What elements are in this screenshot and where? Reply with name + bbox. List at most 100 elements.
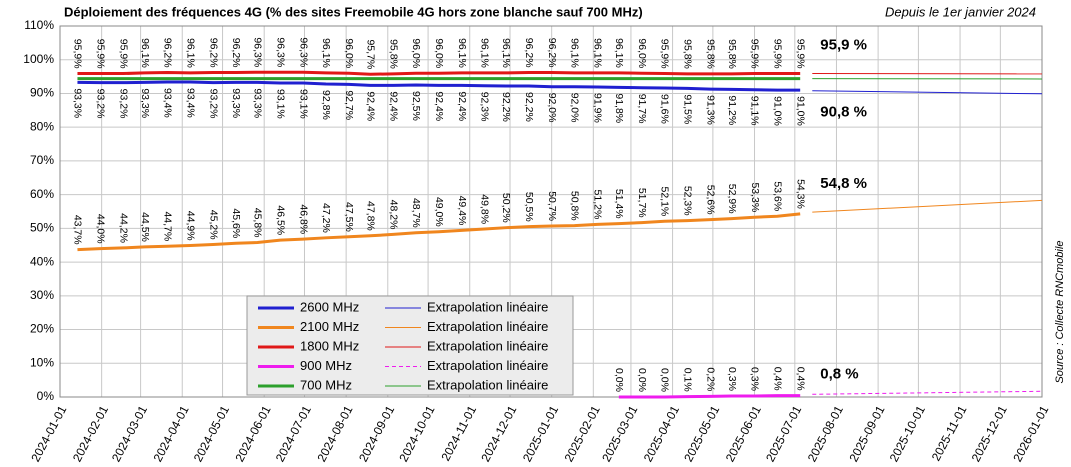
value-label: 52,9% (726, 184, 738, 214)
value-label: 96,0% (636, 38, 648, 68)
legend-label: Extrapolation linéaire (427, 358, 548, 373)
value-label: 0,4% (794, 367, 806, 391)
value-label: 92,0% (546, 93, 558, 123)
y-tick-label: 60% (30, 187, 54, 201)
value-label: 92,0% (569, 93, 581, 123)
value-label: 0,1% (682, 368, 694, 392)
y-tick-label: 100% (23, 52, 54, 66)
value-label: 91,1% (749, 96, 761, 126)
value-label: 96,1% (479, 38, 491, 68)
value-label: 93,2% (95, 89, 107, 119)
value-label: 96,2% (162, 38, 174, 68)
value-label: 50,7% (546, 191, 558, 221)
value-label: 91,9% (592, 93, 604, 123)
chart-subtitle: Depuis le 1er janvier 2024 (885, 4, 1036, 19)
value-label: 53,3% (749, 182, 761, 212)
value-label: 92,3% (479, 92, 491, 122)
value-label: 96,1% (456, 38, 468, 68)
value-label: 51,4% (613, 189, 625, 219)
value-label: 96,2% (207, 38, 219, 68)
value-label: 0,0% (659, 368, 671, 392)
value-label: 51,7% (636, 188, 648, 218)
value-label: 96,3% (297, 37, 309, 67)
value-label: 47,8% (365, 201, 377, 231)
y-tick-label: 110% (24, 18, 54, 32)
value-label: 96,1% (569, 38, 581, 68)
value-label: 45,6% (230, 208, 242, 238)
value-label: 93,1% (275, 89, 287, 119)
value-label: 54,3% (794, 179, 806, 209)
value-label: 0,0% (636, 368, 648, 392)
value-label: 49,4% (456, 196, 468, 226)
value-label: 92,4% (456, 91, 468, 121)
legend-label: Extrapolation linéaire (427, 338, 548, 353)
value-label: 47,2% (320, 203, 332, 233)
legend-label: Extrapolation linéaire (427, 299, 548, 314)
value-label: 50,5% (523, 192, 535, 222)
value-label: 91,3% (704, 95, 716, 125)
series-line (77, 70, 801, 76)
value-label: 0,4% (772, 367, 784, 391)
value-label: 49,8% (479, 194, 491, 224)
value-label: 92,5% (410, 91, 422, 121)
value-label: 50,2% (500, 193, 512, 223)
value-label: 44,2% (117, 213, 129, 243)
plot-frame (59, 25, 1043, 398)
value-label: 92,7% (343, 90, 355, 120)
value-label: 48,7% (410, 198, 422, 228)
value-label: 96,1% (613, 38, 625, 68)
value-label: 0,3% (726, 367, 738, 391)
value-label: 93,1% (297, 89, 309, 119)
extrapolation-line (812, 390, 1043, 395)
value-label: 47,5% (343, 202, 355, 232)
value-label: 96,2% (523, 38, 535, 68)
value-label: 96,1% (500, 38, 512, 68)
value-label: 92,8% (320, 90, 332, 120)
value-label: 91,2% (726, 95, 738, 125)
value-label: 96,0% (343, 38, 355, 68)
legend-label: 2100 MHz (300, 319, 359, 334)
value-label: 0,3% (749, 367, 761, 391)
y-tick-label: 50% (30, 221, 54, 235)
value-label: 92,2% (500, 92, 512, 122)
value-label: 96,1% (320, 38, 332, 68)
legend-box (246, 295, 574, 396)
value-label: 44,7% (162, 211, 174, 241)
legend-label: 700 MHz (300, 377, 352, 392)
value-label: 96,1% (185, 38, 197, 68)
legend-label: Extrapolation linéaire (427, 377, 548, 392)
value-label: 95,8% (704, 39, 716, 69)
extrapolation-line (812, 199, 1043, 213)
value-label: 95,8% (682, 39, 694, 69)
y-tick-label: 30% (30, 288, 54, 302)
value-label: 45,8% (252, 208, 264, 238)
value-label: 95,9% (117, 39, 129, 69)
value-label: 44,5% (139, 212, 151, 242)
end-label: 95,9 % (820, 37, 867, 54)
end-label: 54,8 % (820, 175, 867, 192)
y-tick-label: 10% (30, 355, 54, 369)
end-label: 90,8 % (820, 104, 867, 121)
value-label: 92,4% (387, 91, 399, 121)
value-label: 93,4% (185, 88, 197, 118)
value-label: 51,2% (592, 190, 604, 220)
value-label: 43,7% (72, 215, 84, 245)
y-tick-label: 0% (37, 389, 55, 403)
value-label: 50,8% (569, 191, 581, 221)
value-label: 92,4% (365, 91, 377, 121)
value-label: 93,2% (207, 89, 219, 119)
y-tick-label: 20% (30, 322, 54, 336)
legend-label: 900 MHz (300, 358, 352, 373)
value-label: 95,8% (726, 39, 738, 69)
value-label: 95,9% (749, 39, 761, 69)
source: Source : Collecte RNCmobile (1054, 240, 1066, 383)
value-label: 92,4% (433, 91, 445, 121)
value-label: 96,3% (275, 37, 287, 67)
value-label: 93,2% (117, 89, 129, 119)
value-label: 44,0% (95, 214, 107, 244)
value-label: 49,0% (433, 197, 445, 227)
value-label: 92,2% (523, 92, 535, 122)
value-label: 44,9% (185, 211, 197, 241)
y-tick-label: 90% (30, 86, 54, 100)
